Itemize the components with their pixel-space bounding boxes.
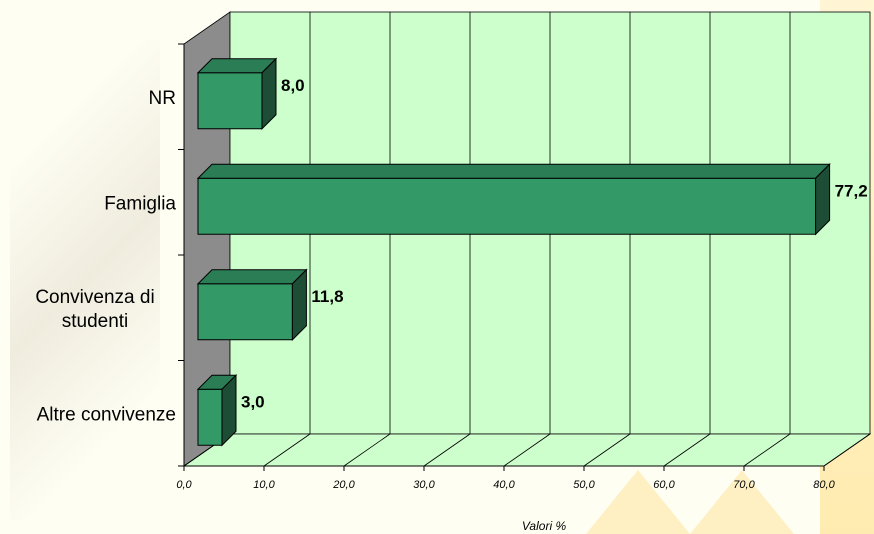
data-label: 77,2: [835, 181, 868, 200]
category-label: Convivenza di studenti: [35, 287, 154, 332]
chart-bars: [196, 57, 831, 447]
bar: [196, 57, 278, 130]
x-tick-label: 30,0: [413, 479, 435, 491]
floor-gridline: [423, 433, 471, 467]
x-tick-label: 10,0: [253, 479, 275, 491]
bar-side: [221, 374, 237, 447]
category-label: Famiglia: [104, 193, 176, 214]
floor-gridline: [583, 433, 631, 467]
bar-front: [197, 283, 293, 341]
data-label: 8,0: [281, 76, 305, 95]
bar-side: [815, 163, 831, 236]
bar-front: [197, 72, 263, 130]
floor-gridline: [503, 433, 551, 467]
bar-top: [196, 163, 831, 179]
x-tick-label: 80,0: [813, 479, 835, 491]
x-tick-label: 70,0: [733, 479, 755, 491]
x-tick-label: 60,0: [653, 479, 675, 491]
bar-top: [196, 269, 308, 285]
category-label: NR: [149, 88, 176, 109]
bar: [196, 268, 308, 341]
bar-side: [291, 268, 307, 341]
bar-side: [261, 57, 277, 130]
x-tick-label: 20,0: [332, 479, 355, 491]
background-watermark-left: [10, 40, 160, 520]
data-label: 11,8: [311, 287, 343, 306]
x-axis-title: Valori %: [522, 519, 567, 533]
x-tick-label: 40,0: [493, 479, 515, 491]
category-label: Altre convivenze: [37, 404, 176, 425]
x-tick-label: 50,0: [573, 479, 595, 491]
bar-front: [197, 177, 817, 235]
floor-gridline: [823, 433, 871, 467]
floor-gridline: [743, 433, 791, 467]
bar-front: [197, 388, 223, 446]
floor-gridline: [663, 433, 711, 467]
data-label: 3,0: [241, 392, 265, 411]
bar: [196, 374, 238, 447]
floor-gridline: [343, 433, 391, 467]
bar: [196, 163, 831, 236]
chart-labels: 0,0 10,0 20,0 30,0 40,0 50,0 60,0 70,0 80,0 8,0 NR…: [35, 76, 867, 533]
floor-gridline: [263, 433, 311, 467]
x-tick-label: 0,0: [176, 479, 192, 491]
